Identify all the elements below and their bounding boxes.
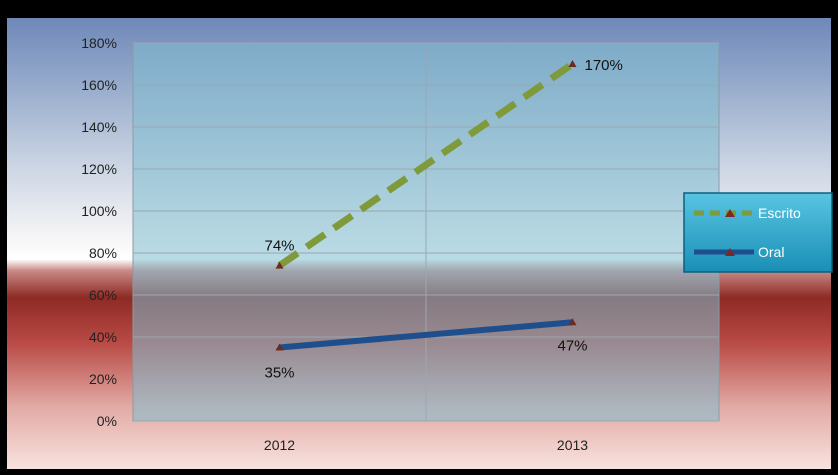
x-tick-label: 2012: [264, 437, 295, 453]
series-line-escrito: [277, 61, 575, 269]
y-tick-label: 20%: [89, 371, 117, 387]
data-label: 170%: [585, 57, 623, 74]
legend-label-escrito: Escrito: [758, 205, 801, 221]
y-tick-label: 80%: [89, 245, 117, 261]
data-label: 47%: [557, 337, 587, 354]
legend-box: [683, 192, 833, 273]
legend-marker-escrito: [725, 209, 735, 217]
x-tick-label: 2013: [557, 437, 588, 453]
legend-label-oral: Oral: [758, 244, 784, 260]
legend-marker-oral: [725, 248, 735, 256]
x-axis: 2012 2013: [264, 437, 588, 453]
y-tick-label: 100%: [81, 203, 117, 219]
data-point: [568, 318, 577, 326]
y-tick-label: 160%: [81, 77, 117, 93]
y-tick-label: 180%: [81, 35, 117, 51]
data-point: [568, 60, 577, 67]
y-tick-label: 140%: [81, 119, 117, 135]
legend: Escrito Oral: [683, 192, 833, 273]
y-tick-label: 60%: [89, 287, 117, 303]
data-point: [275, 261, 284, 269]
y-tick-label: 40%: [89, 329, 117, 345]
data-labels: 74% 170% 35% 47%: [264, 57, 622, 382]
series: [275, 60, 577, 351]
data-point: [275, 343, 284, 351]
data-label: 74%: [264, 238, 294, 255]
data-label: 35%: [264, 365, 294, 382]
y-tick-label: 0%: [97, 413, 117, 429]
y-axis: 0% 20% 40% 60% 80% 100% 120% 140% 160% 180%: [81, 35, 117, 429]
y-tick-label: 120%: [81, 161, 117, 177]
series-line-oral: [279, 319, 573, 351]
